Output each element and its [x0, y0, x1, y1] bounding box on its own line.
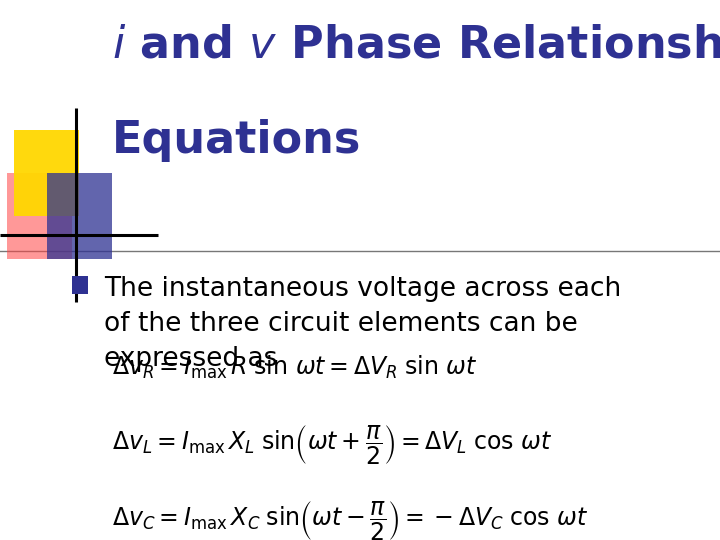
FancyBboxPatch shape	[7, 173, 72, 259]
Text: $\it{i}$ and $\it{v}$ Phase Relationships –: $\it{i}$ and $\it{v}$ Phase Relationship…	[112, 22, 720, 69]
Text: $\Delta v_L = I_{\mathrm{max}}\, X_L\;\sin\!\left(\omega t + \dfrac{\pi}{2}\righ: $\Delta v_L = I_{\mathrm{max}}\, X_L\;\s…	[112, 424, 552, 467]
FancyBboxPatch shape	[72, 276, 88, 294]
Text: $\Delta v_R = I_{\mathrm{max}}\, R\;\sin\,\omega t = \Delta V_R\;\sin\,\omega t$: $\Delta v_R = I_{\mathrm{max}}\, R\;\sin…	[112, 354, 477, 381]
Text: Equations: Equations	[112, 119, 361, 162]
FancyBboxPatch shape	[14, 130, 79, 216]
FancyBboxPatch shape	[47, 173, 112, 259]
Text: $\Delta v_C = I_{\mathrm{max}}\, X_C\;\sin\!\left(\omega t - \dfrac{\pi}{2}\righ: $\Delta v_C = I_{\mathrm{max}}\, X_C\;\s…	[112, 500, 588, 540]
Text: The instantaneous voltage across each
of the three circuit elements can be
expre: The instantaneous voltage across each of…	[104, 276, 621, 373]
